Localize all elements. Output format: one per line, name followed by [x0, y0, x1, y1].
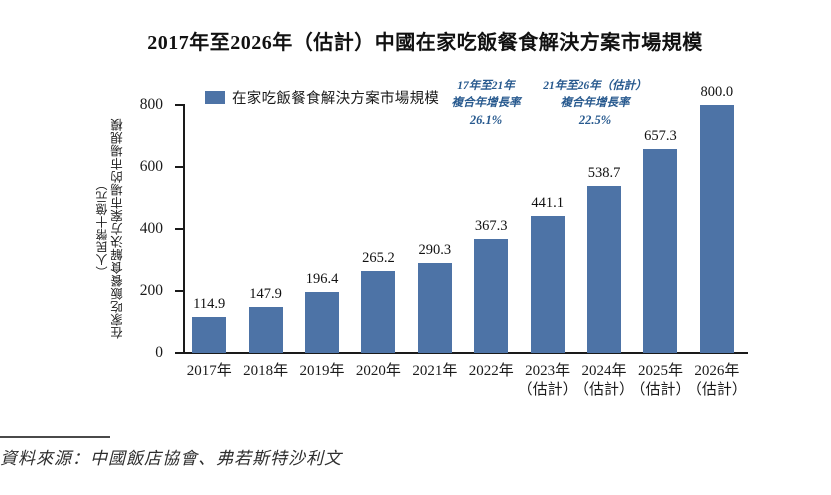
cagr-17-21-value: 26.1%	[469, 113, 503, 127]
bar-column: 114.9 2017年	[181, 105, 237, 379]
legend: 在家吃飯餐食解決方案市場規模	[205, 87, 439, 108]
x-axis-line	[183, 352, 748, 354]
bar-column: 196.4 2019年	[294, 105, 350, 379]
bar-value-label: 196.4	[305, 271, 339, 287]
cagr-21-26-period: 21年至26年（估計）	[543, 80, 647, 92]
y-axis-title: （人民幣十億元） 在家吃飯餐食解決方案市場的市場規模	[90, 100, 132, 356]
x-axis-tick-label: 2026年 （估計）	[687, 362, 747, 400]
bar	[417, 263, 452, 353]
bar-value-label: 114.9	[193, 296, 226, 312]
bar-column: 800.0 2026年 （估計）	[687, 84, 747, 398]
bar	[192, 317, 227, 353]
bar	[699, 105, 734, 353]
cagr-annotation-17-21: 17年至21年 複合年增長率 26.1%	[430, 78, 542, 129]
x-label-year: 2018年	[243, 363, 289, 379]
x-label-estimate-note: （估計）	[630, 382, 691, 398]
bar-value-label: 265.2	[362, 250, 395, 266]
x-axis-tick-label: 2025年 （估計）	[630, 362, 690, 400]
x-label-year: 2024年	[581, 363, 627, 379]
bar-value-label: 441.1	[531, 195, 564, 211]
source-note: 資料來源：中國飯店協會、弗若斯特沙利文	[0, 449, 342, 468]
x-label-year: 2019年	[299, 363, 345, 379]
cagr-21-26-caption: 複合年增長率	[560, 97, 630, 109]
y-axis-unit-label: （人民幣十億元）	[95, 178, 110, 278]
x-label-year: 2022年	[468, 363, 514, 379]
bar	[474, 239, 509, 353]
x-label-year: 2025年	[637, 363, 683, 379]
bar-value-label: 147.9	[249, 286, 282, 302]
y-axis-line	[183, 104, 185, 354]
bar	[587, 186, 622, 353]
x-label-year: 2026年	[694, 363, 740, 379]
bar-column: 538.7 2024年 （估計）	[574, 105, 634, 398]
y-axis-title-label: 在家吃飯餐食解決方案市場的市場規模	[111, 117, 126, 339]
x-axis-tick-label: 2017年	[187, 362, 232, 381]
legend-label: 在家吃飯餐食解決方案市場規模	[232, 91, 440, 107]
x-axis-tick-label: 2024年 （估計）	[574, 362, 634, 400]
legend-swatch-icon	[205, 91, 225, 104]
x-label-estimate-note: （估計）	[517, 382, 578, 398]
x-label-year: 2020年	[355, 363, 401, 379]
bar-value-label: 800.0	[700, 84, 734, 100]
bar-column: 265.2 2020年	[350, 105, 406, 379]
bar-value-label: 657.3	[644, 128, 677, 144]
x-label-year: 2017年	[186, 363, 232, 379]
cagr-17-21-caption: 複合年增長率	[451, 97, 521, 109]
bar	[305, 292, 340, 353]
bar-column: 367.3 2022年	[463, 105, 519, 379]
x-axis-tick-label: 2020年	[356, 362, 401, 381]
bar	[643, 149, 678, 353]
bar-column: 441.1 2023年 （估計）	[518, 105, 578, 398]
source-divider	[0, 436, 110, 438]
x-axis-tick-label: 2019年	[300, 362, 345, 381]
cagr-17-21-period: 17年至21年	[457, 80, 515, 92]
bar	[361, 271, 396, 353]
x-axis-tick-label: 2022年	[469, 362, 514, 381]
bar	[530, 216, 565, 353]
x-label-estimate-note: （估計）	[686, 382, 747, 398]
x-label-estimate-note: （估計）	[574, 382, 635, 398]
cagr-annotation-21-26: 21年至26年（估計） 複合年增長率 22.5%	[535, 78, 655, 129]
bar	[248, 307, 283, 353]
bar-column: 657.3 2025年 （估計）	[630, 105, 690, 398]
bar-value-label: 538.7	[587, 165, 621, 181]
x-label-year: 2021年	[412, 363, 458, 379]
cagr-21-26-value: 22.5%	[578, 113, 612, 127]
bar-value-label: 290.3	[418, 242, 452, 258]
bar-value-label: 367.3	[474, 218, 508, 234]
x-label-year: 2023年	[525, 363, 571, 379]
x-axis-tick-label: 2023年 （估計）	[518, 362, 578, 400]
bar-column: 290.3 2021年	[407, 105, 463, 379]
x-axis-tick-label: 2018年	[243, 362, 288, 381]
x-axis-tick-label: 2021年	[412, 362, 457, 381]
bar-column: 147.9 2018年	[237, 105, 293, 379]
plot-area: 114.9 2017年 147.9 2018年 196.4 2019年 265.2 2020年…	[181, 84, 747, 398]
chart-title: 2017年至2026年（估計）中國在家吃飯餐食解決方案市場規模	[147, 32, 703, 54]
